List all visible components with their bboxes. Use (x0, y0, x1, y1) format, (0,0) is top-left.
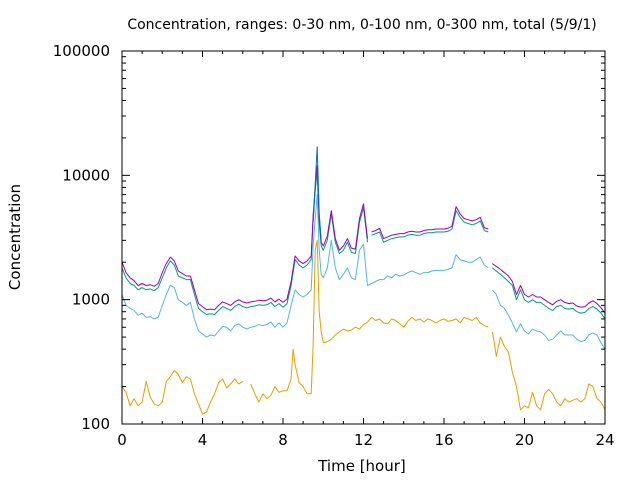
series-1-line-segment (121, 369, 244, 415)
series-3-line-segment (491, 267, 606, 320)
series-4-line-segment (492, 263, 606, 314)
x-tick-label: 16 (434, 431, 453, 449)
y-tick-label: 100000 (53, 42, 110, 60)
series-layer (121, 146, 606, 415)
x-axis-title: Time [hour] (317, 457, 406, 475)
axis-ticks: 0 4 8 12 16 20 24 100 1000 10000 100000 (53, 42, 615, 449)
x-tick-label: 20 (515, 431, 534, 449)
series-5 (312, 146, 322, 241)
x-tick-label: 8 (278, 431, 288, 449)
series-1-line-segment (491, 331, 606, 411)
series-4 (121, 165, 606, 314)
series-1-line-segment (250, 239, 489, 403)
x-tick-label: 0 (117, 431, 127, 449)
plot-frame (121, 50, 606, 425)
x-tick-label: 4 (198, 431, 208, 449)
series-4-line-segment (121, 165, 368, 311)
y-tick-label: 100 (81, 415, 110, 433)
series-2-line-segment (121, 194, 489, 338)
series-2-line-segment (491, 289, 606, 350)
y-axis-title: Concentration (6, 184, 24, 290)
series-3-line-segment (121, 169, 368, 315)
series-2 (121, 194, 606, 350)
series-3 (121, 169, 606, 320)
x-tick-label: 24 (595, 431, 614, 449)
y-tick-label: 1000 (72, 291, 110, 309)
series-3-line-segment (371, 210, 489, 243)
y-tick-label: 10000 (62, 166, 110, 184)
series-1 (121, 239, 606, 415)
series-5-line-segment (312, 146, 322, 241)
series-4-line-segment (371, 206, 489, 240)
x-tick-label: 12 (354, 431, 373, 449)
chart-title: Concentration, ranges: 0-30 nm, 0-100 nm… (127, 17, 596, 33)
